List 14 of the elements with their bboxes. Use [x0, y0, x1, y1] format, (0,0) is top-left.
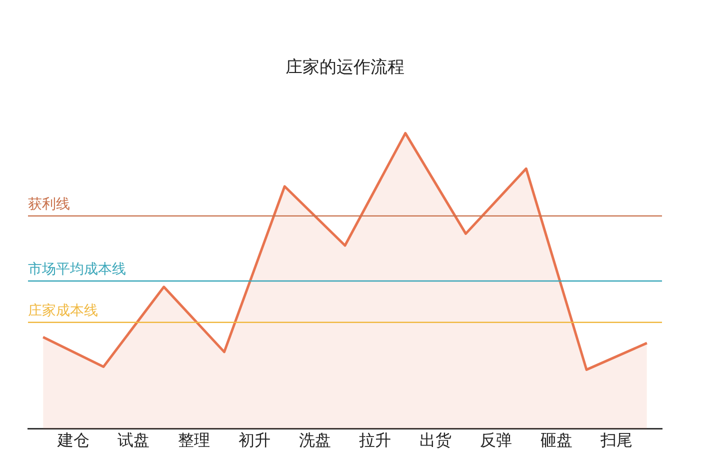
x-tick-label: 整理 — [178, 430, 210, 450]
x-tick-label: 洗盘 — [298, 430, 331, 450]
x-tick-label: 拉升 — [359, 430, 392, 450]
x-tick-label: 出货 — [420, 430, 452, 450]
x-tick-label: 反弹 — [480, 430, 512, 450]
ref-line-label: 获利线 — [28, 196, 70, 213]
x-tick-label: 砸盘 — [540, 430, 572, 450]
ref-line-label: 庄家成本线 — [28, 303, 98, 320]
x-tick-label: 建仓 — [56, 430, 90, 450]
x-tick-label: 试盘 — [118, 430, 150, 450]
x-tick-label: 扫尾 — [600, 430, 633, 450]
x-tick-label: 初升 — [238, 430, 270, 450]
ref-line-label: 市场平均成本线 — [28, 262, 126, 278]
chart-title: 庄家的运作流程 — [286, 58, 404, 78]
